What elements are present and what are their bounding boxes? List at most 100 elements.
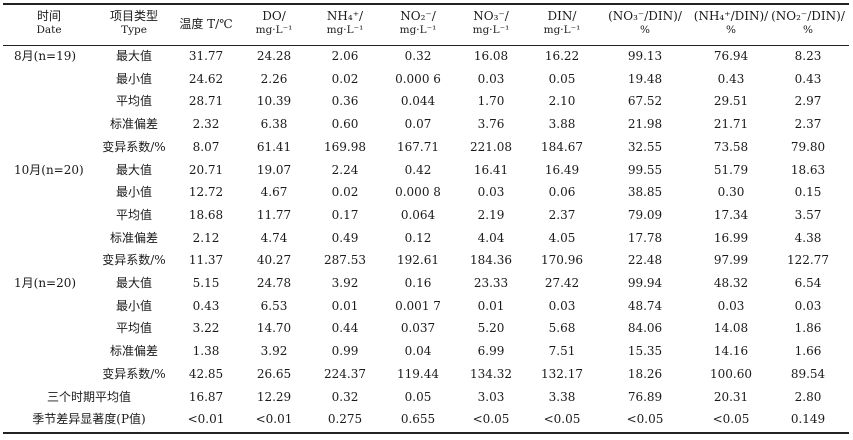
table-cell: 0.001 7 [395,298,441,313]
table-cell: 0.000 6 [395,71,441,86]
table-cell: 122.77 [787,253,829,268]
column-header: DO/mg·L⁻¹ [241,9,307,37]
table-cell: 2.06 [331,49,359,63]
table-cell: 14.70 [256,321,292,336]
table-cell: 6.53 [260,298,288,313]
column-header: NO₂⁻/mg·L⁻¹ [383,9,453,37]
table-cell: 4.04 [477,230,505,245]
column-header: 项目类型 Type [94,9,174,37]
table-cell: 0.03 [477,71,505,86]
table-cell: 97.99 [713,253,749,268]
column-header-line2: % [640,24,650,36]
column-header-line1: (NO₂⁻/DIN)/ [771,9,845,23]
bottom-rule [3,432,849,434]
table-cell: 24.28 [256,49,292,63]
table-cell: 6.99 [477,344,505,359]
column-header-line2: mg·L⁻¹ [543,24,581,36]
table-cell: 3.38 [548,389,576,404]
table-cell: 5.15 [192,276,220,290]
table-cell: 1.86 [794,321,822,336]
table-cell: 38.85 [627,185,663,200]
column-header-line2: % [726,24,736,36]
table-cell: 0.36 [331,94,359,109]
table-cell: 17.34 [713,207,749,222]
table-cell: 15.35 [627,344,663,359]
row-type-label: 平均值 [115,321,152,336]
table-cell: 0.06 [548,185,576,200]
table-cell: 99.55 [627,162,663,177]
table-cell: 51.79 [713,162,749,177]
table-cell: 20.31 [713,389,749,404]
table-cell: 0.02 [331,185,359,200]
table-cell: 5.20 [477,321,505,336]
table-cell: 14.16 [713,344,749,359]
table-cell: 73.58 [713,139,749,154]
table-cell: 18.63 [790,162,826,177]
table-cell: 0.01 [477,298,505,313]
table-cell: 184.36 [470,253,512,268]
table-cell: 99.13 [627,49,663,63]
table-cell: 0.03 [794,298,822,313]
table-cell: 6.38 [260,117,288,132]
row-type-label: 最大值 [115,49,152,63]
column-header: DIN/mg·L⁻¹ [527,9,597,37]
column-header-line1: DIN/ [547,9,577,23]
column-header-line2: mg·L⁻¹ [326,24,364,36]
table-cell: 14.08 [713,321,749,336]
table-cell: 0.037 [400,321,436,336]
table-cell: 84.06 [627,321,663,336]
column-header-line2: mg·L⁻¹ [472,24,510,36]
header-rule [3,45,849,46]
table-cell: 16.22 [544,49,580,63]
column-header: (NO₂⁻/DIN)/% [768,9,848,37]
table-cell: 89.54 [790,366,826,381]
table-cell: 0.05 [404,389,432,404]
table-cell: 0.44 [331,321,359,336]
table-cell: 0.32 [404,49,432,63]
table-cell: 16.41 [473,162,509,177]
table-cell: <0.01 [187,412,225,427]
table-cell: 23.33 [473,276,509,290]
table-cell: <0.05 [626,412,664,427]
table-cell: 221.08 [470,139,512,154]
row-type-label: 平均值 [115,207,152,222]
table-cell: 100.60 [710,366,752,381]
table-cell: 1.66 [794,344,822,359]
table-cell: <0.05 [712,412,750,427]
table-cell: 0.044 [400,94,436,109]
table-cell: 31.77 [188,49,224,63]
table-cell: 67.52 [627,94,663,109]
table-cell: 99.94 [627,276,663,290]
row-type-label: 最大值 [115,276,152,290]
table-cell: 10.39 [256,94,292,109]
row-type-label: 变异系数/% [102,253,166,268]
table-cell: 0.03 [477,185,505,200]
table-cell: 0.01 [331,298,359,313]
table-cell: 0.15 [794,185,822,200]
table-cell: 17.78 [627,230,663,245]
table-cell: 21.71 [713,117,749,132]
table-cell: 0.42 [404,162,432,177]
table-cell: 0.07 [404,117,432,132]
table-cell: 134.32 [470,366,512,381]
table-cell: 12.29 [256,389,292,404]
table-cell: 192.61 [397,253,439,268]
table-cell: 4.67 [260,185,288,200]
table-cell: 2.32 [192,117,220,132]
table-cell: <0.05 [472,412,510,427]
table-cell: 76.94 [713,49,749,63]
table-cell: 32.55 [627,139,663,154]
table-cell: 0.03 [548,298,576,313]
table-cell: 2.37 [794,117,822,132]
table-cell: 21.98 [627,117,663,132]
column-header: 时间 Date [4,9,94,37]
table-cell: 167.71 [397,139,439,154]
table-cell: 3.88 [548,117,576,132]
column-header-line1: NH₄⁺/ [326,9,364,23]
table-cell: 28.71 [188,94,224,109]
table-cell: 0.12 [404,230,432,245]
column-header-line1: NO₂⁻/ [400,9,436,23]
column-header-line1: 项目类型 [109,9,158,23]
top-rule [3,3,849,5]
table-cell: 224.37 [324,366,366,381]
